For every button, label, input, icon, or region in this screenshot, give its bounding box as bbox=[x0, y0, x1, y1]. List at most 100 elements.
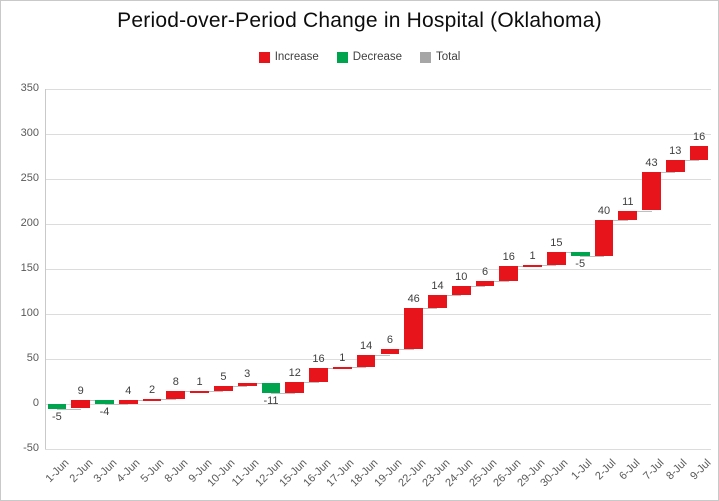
gridline bbox=[45, 89, 711, 90]
y-tick-label: 0 bbox=[32, 397, 39, 409]
bar-value-label: 16 bbox=[502, 251, 515, 264]
connector-line bbox=[437, 295, 462, 297]
legend-label-decrease: Decrease bbox=[352, 51, 403, 63]
increase-bar bbox=[166, 391, 186, 399]
chart-title: Period-over-Period Change in Hospital (O… bbox=[117, 9, 602, 32]
connector-line bbox=[389, 349, 414, 351]
increase-bar bbox=[523, 265, 542, 268]
connector-line bbox=[175, 391, 200, 393]
increase-bar bbox=[428, 295, 447, 308]
increase-bar bbox=[309, 368, 328, 383]
connector-line bbox=[294, 382, 319, 384]
decrease-bar bbox=[47, 404, 67, 409]
bar-value-label: 1 bbox=[196, 375, 203, 388]
increase-bar bbox=[142, 398, 162, 401]
connector-line bbox=[199, 390, 224, 392]
bar-value-label: 9 bbox=[77, 385, 84, 398]
legend-label-total: Total bbox=[436, 51, 461, 63]
increase-bar bbox=[665, 160, 685, 172]
decrease-bar bbox=[261, 383, 281, 394]
increase-bar bbox=[356, 354, 376, 368]
connector-line bbox=[627, 210, 652, 212]
bar-value-label: -5 bbox=[52, 410, 62, 423]
connector-line bbox=[104, 404, 129, 405]
connector-line bbox=[223, 386, 248, 387]
gridline bbox=[45, 269, 711, 270]
bar-value-label: -5 bbox=[575, 258, 586, 271]
connector-line bbox=[604, 220, 628, 222]
gridline bbox=[45, 449, 711, 450]
gridline bbox=[45, 359, 711, 360]
connector-line bbox=[128, 400, 153, 402]
legend-item-increase: Increase bbox=[258, 51, 319, 63]
connector-line bbox=[271, 393, 295, 395]
increase-bar bbox=[118, 400, 138, 404]
increase-bar bbox=[475, 280, 495, 287]
connector-line bbox=[247, 383, 271, 385]
bar-value-label: 6 bbox=[386, 334, 393, 347]
connector-line bbox=[413, 307, 438, 309]
y-tick-label: 100 bbox=[20, 307, 39, 319]
increase-bar bbox=[237, 383, 257, 386]
bar-value-label: -11 bbox=[263, 395, 279, 408]
bar-value-label: 16 bbox=[692, 130, 706, 143]
bar-value-label: 12 bbox=[288, 367, 301, 380]
bar-value-label: 13 bbox=[669, 145, 682, 158]
increase-bar bbox=[71, 400, 91, 409]
bar-value-label: 2 bbox=[148, 383, 156, 396]
y-tick-label: -50 bbox=[23, 442, 39, 454]
decrease-bar bbox=[95, 400, 114, 404]
bar-value-label: 11 bbox=[622, 195, 634, 208]
gridline bbox=[45, 314, 711, 315]
connector-line bbox=[485, 280, 509, 282]
connector-line bbox=[342, 367, 367, 369]
y-axis-line bbox=[45, 89, 46, 449]
connector-line bbox=[366, 354, 390, 356]
increase-bar bbox=[594, 220, 614, 257]
y-tick-label: 50 bbox=[26, 352, 39, 364]
increase-bar bbox=[618, 210, 638, 221]
bar-value-label: 3 bbox=[244, 368, 251, 381]
connector-line bbox=[152, 398, 176, 400]
increase-bar bbox=[689, 145, 709, 161]
increase-bar bbox=[451, 286, 471, 296]
connector-line bbox=[461, 286, 486, 288]
bar-value-label: 14 bbox=[359, 339, 373, 352]
y-tick-label: 250 bbox=[20, 172, 39, 184]
y-tick-label: 150 bbox=[20, 262, 39, 274]
connector-line bbox=[80, 400, 105, 402]
gridline bbox=[45, 224, 711, 225]
increase-bar bbox=[404, 307, 424, 350]
connector-line bbox=[651, 171, 676, 173]
chart-legend: Increase Decrease Total bbox=[1, 51, 718, 63]
bar-value-label: 43 bbox=[645, 156, 658, 169]
bar-value-label: 15 bbox=[550, 236, 563, 249]
connector-line bbox=[556, 251, 581, 253]
connector-line bbox=[508, 266, 533, 268]
increase-bar bbox=[499, 266, 519, 281]
bar-value-label: 4 bbox=[125, 385, 132, 398]
legend-swatch-decrease-icon bbox=[336, 51, 348, 63]
legend-item-total: Total bbox=[420, 51, 460, 63]
bar-value-label: 1 bbox=[339, 352, 346, 365]
bar-value-label: 1 bbox=[529, 250, 536, 263]
bar-value-label: 10 bbox=[455, 271, 468, 284]
increase-bar bbox=[547, 251, 566, 266]
connector-line bbox=[532, 265, 557, 267]
legend-swatch-increase-icon bbox=[258, 51, 270, 63]
bar-value-label: 8 bbox=[172, 376, 179, 389]
gridline bbox=[45, 179, 711, 180]
bar-value-label: 6 bbox=[481, 265, 489, 278]
increase-bar bbox=[332, 367, 352, 370]
connector-line bbox=[580, 256, 604, 258]
gridline bbox=[45, 404, 711, 405]
connector-line bbox=[56, 408, 81, 410]
bar-value-label: 46 bbox=[407, 292, 420, 305]
y-tick-label: 300 bbox=[20, 127, 39, 139]
bar-value-label: -4 bbox=[99, 406, 110, 418]
increase-bar bbox=[214, 386, 233, 391]
connector-line bbox=[675, 160, 700, 162]
gridline bbox=[45, 134, 711, 135]
connector-line bbox=[318, 368, 343, 369]
